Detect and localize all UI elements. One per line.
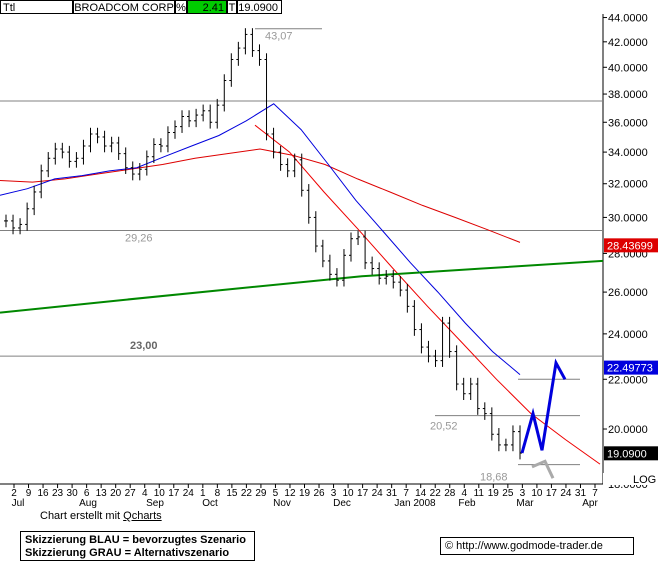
x-tick-label: 2: [11, 488, 17, 499]
month-label: Mar: [516, 498, 534, 509]
x-tick-label: 15: [226, 488, 238, 499]
last-price: 19.0900: [237, 0, 282, 14]
log-box: [603, 473, 658, 485]
x-tick-label: 25: [502, 488, 514, 499]
series-line: [0, 103, 521, 375]
month-label: Dec: [333, 498, 351, 509]
x-tick-label: 14: [415, 488, 427, 499]
blue-scenario: [520, 358, 567, 454]
y-tick-label: 24.0000: [608, 329, 648, 341]
y-tick-label: 40.0000: [608, 62, 648, 74]
level-label: 29,26: [125, 232, 153, 244]
y-tick-label: 30.0000: [608, 212, 648, 224]
x-tick-label: 10: [154, 488, 166, 499]
month-label: Jan 2008: [394, 498, 436, 509]
x-tick-label: 30: [67, 488, 79, 499]
credit-prefix: Chart erstellt mit: [40, 510, 124, 522]
x-tick-label: 23: [52, 488, 64, 499]
series-line: [0, 259, 604, 314]
x-tick-label: 5: [273, 488, 279, 499]
x-tick-label: 8: [215, 488, 221, 499]
x-tick-label: 10: [531, 488, 543, 499]
month-label: Oct: [202, 498, 218, 509]
price-label-box: [604, 238, 658, 253]
x-tick-label: 13: [96, 488, 108, 499]
level-label: 18,68: [480, 472, 508, 484]
x-tick-label: 4: [142, 488, 148, 499]
price-label-text: 22.49773: [607, 363, 653, 375]
x-tick-label: 27: [125, 488, 137, 499]
credit-brand[interactable]: Qcharts: [123, 510, 162, 522]
x-tick-label: 24: [183, 488, 195, 499]
series-line: [254, 124, 601, 465]
month-label: Apr: [582, 498, 598, 509]
note-blue: Skizzierung BLAU = bevorzugtes Szenario: [25, 534, 246, 546]
note-grey: Skizzierung GRAU = Alternativszenario: [25, 547, 230, 559]
y-tick-label: 34.0000: [608, 147, 648, 159]
url-text[interactable]: http://www.godmode-trader.de: [456, 540, 603, 552]
x-tick-label: 17: [546, 488, 558, 499]
x-tick-label: 11: [474, 488, 485, 499]
x-tick-label: 31: [575, 488, 587, 499]
y-tick-label: 44.0000: [608, 13, 648, 25]
url-box[interactable]: © http://www.godmode-trader.de: [440, 537, 634, 555]
x-tick-label: 29: [255, 488, 267, 499]
x-tick-label: 20: [110, 488, 122, 499]
t-label: T: [227, 0, 237, 14]
x-tick-label: 22: [430, 488, 442, 499]
month-label: Aug: [79, 498, 97, 509]
grey-scenario: [531, 459, 555, 479]
x-tick-label: 9: [26, 488, 32, 499]
level-label: 43,07: [265, 31, 293, 43]
percent-label: %: [175, 0, 187, 14]
y-tick-label: 20.0000: [608, 424, 648, 436]
x-tick-label: 6: [84, 488, 90, 499]
price-label-text: 19.0900: [607, 448, 647, 460]
month-label: Feb: [458, 498, 476, 509]
price-label-box: [604, 360, 658, 375]
price-label-box: [604, 446, 658, 461]
y-tick-label: 38.0000: [608, 89, 648, 101]
x-tick-label: 22: [241, 488, 253, 499]
level-label: 23,00: [130, 340, 158, 352]
month-label: Sep: [146, 498, 164, 509]
x-tick-label: 31: [386, 488, 398, 499]
x-tick-label: 16: [37, 488, 49, 499]
y-tick-label: 22.0000: [608, 374, 648, 386]
x-tick-label: 24: [372, 488, 384, 499]
x-tick-label: 17: [168, 488, 180, 499]
x-tick-label: 1: [200, 488, 206, 499]
y-tick-label: 32.0000: [608, 179, 648, 191]
company-name: BROADCOM CORP: [73, 0, 175, 14]
x-tick-label: 3: [331, 488, 337, 499]
change-value: 2.41: [187, 0, 227, 14]
month-label: Nov: [273, 498, 291, 509]
x-tick-label: 26: [313, 488, 325, 499]
y-tick-label: 26.0000: [608, 287, 648, 299]
x-tick-label: 7: [592, 488, 598, 499]
chart-credit: Chart erstellt mit Qcharts: [40, 510, 162, 522]
series-line: [0, 148, 521, 243]
x-tick-label: 12: [284, 488, 296, 499]
log-label: LOG: [633, 474, 656, 486]
x-tick-label: 7: [403, 488, 409, 499]
x-tick-label: 19: [299, 488, 311, 499]
x-tick-label: 10: [343, 488, 355, 499]
copyright-icon: ©: [445, 540, 454, 552]
month-label: Jul: [12, 498, 25, 509]
x-tick-label: 28: [444, 488, 456, 499]
x-tick-label: 3: [520, 488, 526, 499]
x-tick-label: 4: [461, 488, 467, 499]
x-tick-label: 17: [357, 488, 369, 499]
level-label: 20,52: [430, 421, 458, 433]
x-tick-label: 24: [560, 488, 572, 499]
symbol-field: Ttl: [0, 0, 73, 14]
price-label-text: 28.43699: [607, 240, 653, 252]
y-tick-label: 42.0000: [608, 37, 648, 49]
x-tick-label: 19: [488, 488, 500, 499]
scenario-legend: Skizzierung BLAU = bevorzugtes Szenario …: [20, 531, 255, 561]
y-tick-label: 36.0000: [608, 117, 648, 129]
